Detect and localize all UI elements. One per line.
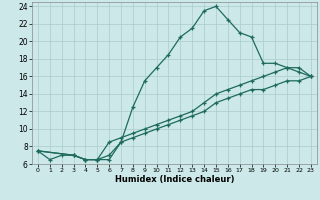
X-axis label: Humidex (Indice chaleur): Humidex (Indice chaleur)	[115, 175, 234, 184]
